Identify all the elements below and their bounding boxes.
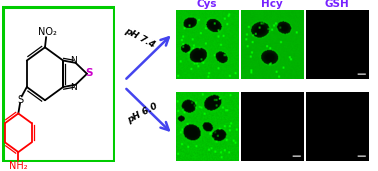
Text: pH 6.0: pH 6.0 bbox=[126, 102, 159, 125]
Title: Hcy: Hcy bbox=[261, 0, 283, 9]
Text: pH 7.4: pH 7.4 bbox=[123, 26, 156, 50]
Title: Cys: Cys bbox=[197, 0, 217, 9]
Text: NO₂: NO₂ bbox=[38, 27, 57, 37]
Text: N: N bbox=[70, 83, 76, 92]
Text: NH₂: NH₂ bbox=[9, 161, 28, 171]
Text: S: S bbox=[17, 95, 24, 105]
Text: N: N bbox=[70, 56, 76, 65]
Text: S: S bbox=[85, 68, 93, 78]
Title: GSH: GSH bbox=[325, 0, 349, 9]
